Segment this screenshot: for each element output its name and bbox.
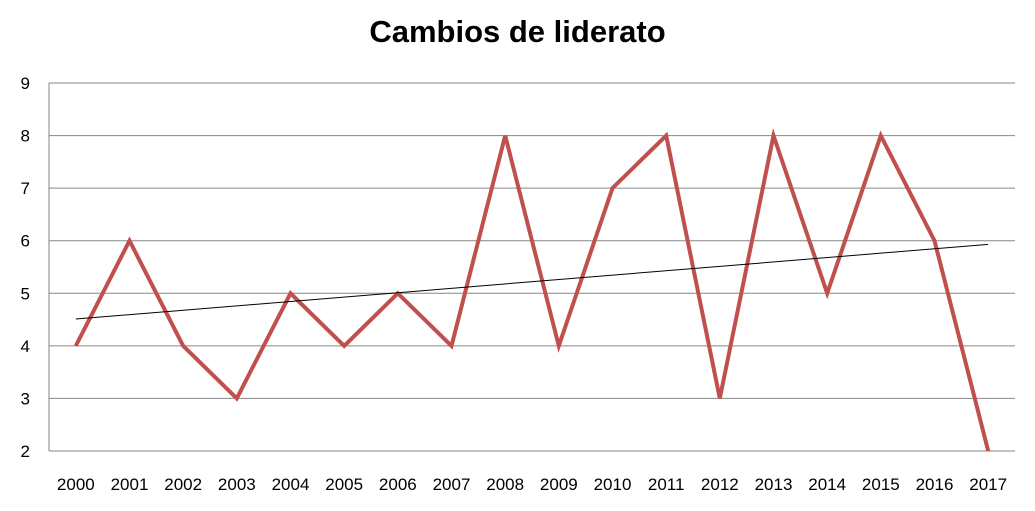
x-tick-label: 2016 — [916, 475, 954, 494]
y-tick-label: 3 — [21, 389, 30, 408]
x-tick-label: 2000 — [57, 475, 95, 494]
x-tick-label: 2004 — [272, 475, 310, 494]
x-tick-label: 2017 — [969, 475, 1007, 494]
y-tick-label: 4 — [21, 337, 30, 356]
x-tick-label: 2001 — [111, 475, 149, 494]
y-tick-label: 8 — [21, 127, 30, 146]
y-tick-label: 2 — [21, 442, 30, 461]
x-tick-label: 2011 — [648, 475, 685, 494]
x-tick-label: 2008 — [486, 475, 524, 494]
x-tick-label: 2005 — [325, 475, 363, 494]
y-tick-label: 6 — [21, 232, 30, 251]
x-tick-label: 2007 — [433, 475, 471, 494]
x-tick-label: 2003 — [218, 475, 256, 494]
x-tick-label: 2006 — [379, 475, 417, 494]
y-tick-label: 7 — [21, 179, 30, 198]
x-tick-label: 2014 — [808, 475, 846, 494]
x-tick-label: 2015 — [862, 475, 900, 494]
series-line-0 — [74, 127, 991, 452]
trendline — [75, 243, 989, 320]
x-tick-label: 2013 — [755, 475, 793, 494]
x-tick-label: 2002 — [164, 475, 202, 494]
x-tick-label: 2009 — [540, 475, 578, 494]
chart-title: Cambios de liderato — [369, 14, 666, 49]
y-tick-label: 5 — [21, 284, 30, 303]
y-tick-label: 9 — [21, 74, 30, 93]
x-tick-label: 2010 — [594, 475, 632, 494]
x-tick-label: 2012 — [701, 475, 739, 494]
